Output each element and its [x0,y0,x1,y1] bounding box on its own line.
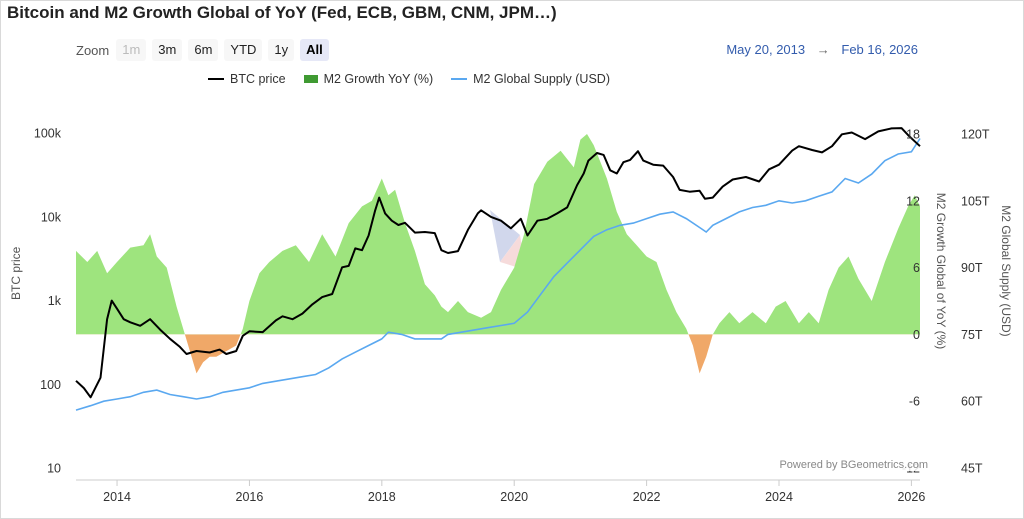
btc-price-line [75,127,921,399]
supply-tick-label: 75T [961,328,983,342]
legend-label-m2-growth: M2 Growth YoY (%) [323,72,434,86]
zoom-button-ytd[interactable]: YTD [224,39,263,61]
zoom-button-1y[interactable]: 1y [268,39,295,61]
supply-tick-label: 90T [961,261,983,275]
supply-tick-label: 45T [961,462,983,476]
zoom-button-3m[interactable]: 3m [152,39,183,61]
supply-tick-label: 60T [961,395,983,409]
zoom-label: Zoom [76,42,110,58]
btc-axis-title: BTC price [9,246,23,300]
x-tick-label: 2020 [500,490,528,504]
zoom-button-1m[interactable]: 1m [116,39,147,61]
growth-axis-title: M2 Growth Global of YoY (%) [934,192,948,350]
legend-line-icon [451,78,468,80]
btc-tick-label: 10k [41,210,62,224]
btc-tick-label: 100 [40,378,61,392]
watermark-shape [490,210,520,262]
m2-growth-area-negative [76,334,920,374]
growth-tick-label: -6 [909,395,920,409]
btc-tick-label: 1k [48,294,62,308]
btc-tick-label: 100k [34,127,62,141]
x-tick-label: 2022 [633,490,661,504]
legend-item-m2-supply[interactable]: M2 Global Supply (USD) [451,72,610,86]
legend-item-btc-price[interactable]: BTC price [208,72,286,86]
credit-link[interactable]: Powered by BGeometrics.com [777,459,930,471]
chart-title: Bitcoin and M2 Growth Global of YoY (Fed… [7,3,557,22]
x-tick-label: 2024 [765,490,793,504]
x-tick-label: 2014 [103,490,131,504]
chart-legend: BTC price M2 Growth YoY (%) M2 Global Su… [208,72,628,86]
date-range: May 20, 2013 → Feb 16, 2026 [726,42,918,57]
zoom-selector: Zoom 1m 3m 6m YTD 1y All [76,39,335,61]
growth-tick-label: 18 [906,128,920,142]
zoom-button-all[interactable]: All [300,39,329,61]
x-tick-label: 2026 [897,490,925,504]
x-tick-label: 2018 [368,490,396,504]
legend-line-icon [208,78,224,80]
growth-tick-label: 0 [913,328,920,342]
m2-growth-area-positive [76,134,920,335]
btc-tick-label: 10 [47,462,61,476]
m2-supply-line [75,138,921,411]
x-tick-label: 2016 [236,490,264,504]
legend-label-m2-supply: M2 Global Supply (USD) [473,72,610,86]
growth-tick-label: 12 [906,194,920,208]
range-to-date[interactable]: Feb 16, 2026 [841,42,918,57]
supply-tick-label: 120T [961,128,990,142]
supply-tick-label: 105T [961,194,990,208]
legend-area-icon [303,75,318,83]
legend-item-m2-growth[interactable]: M2 Growth YoY (%) [303,72,434,86]
range-arrow-icon: → [816,42,830,57]
growth-tick-label: 6 [913,261,920,275]
range-from-date[interactable]: May 20, 2013 [726,42,806,57]
zoom-button-6m[interactable]: 6m [188,39,219,61]
supply-axis-title: M2 Global Supply (USD) [999,205,1013,337]
legend-label-btc-price: BTC price [230,72,286,86]
